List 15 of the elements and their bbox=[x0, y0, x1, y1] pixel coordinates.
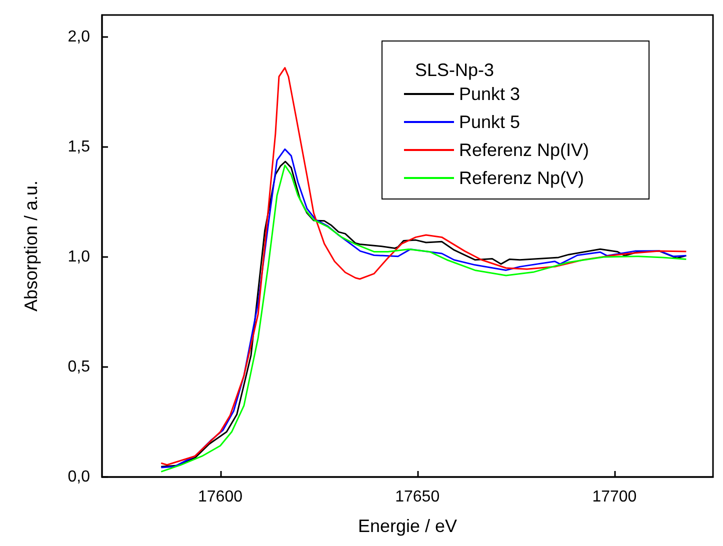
y-tick-label: 1,0 bbox=[68, 248, 90, 266]
y-tick-label: 2,0 bbox=[68, 28, 90, 46]
legend-label: Punkt 5 bbox=[459, 112, 520, 132]
legend-label: Referenz Np(V) bbox=[459, 168, 584, 188]
legend-label: Referenz Np(IV) bbox=[459, 140, 590, 160]
y-tick-label: 0,0 bbox=[68, 468, 90, 486]
x-tick-label: 17700 bbox=[592, 488, 637, 506]
y-tick-label: 1,5 bbox=[68, 138, 90, 156]
y-tick-label: 0,5 bbox=[68, 358, 90, 376]
legend-label: Punkt 3 bbox=[459, 84, 520, 104]
x-tick-label: 17650 bbox=[395, 488, 440, 506]
legend-title: SLS-Np-3 bbox=[415, 60, 494, 80]
x-axis-title: Energie / eV bbox=[358, 516, 458, 536]
x-tick-label: 17600 bbox=[198, 488, 243, 506]
y-axis-title: Absorption / a.u. bbox=[21, 180, 41, 312]
